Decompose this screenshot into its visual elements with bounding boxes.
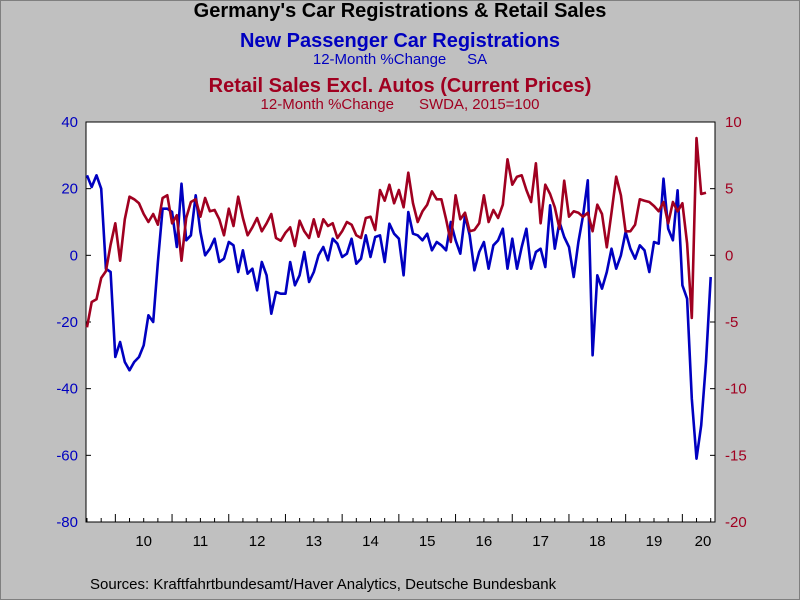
y-right-tick-label: -10 [725,381,747,398]
y-right-tick-label: 10 [725,114,742,131]
series2-note: 12-Month %Change SWDA, 2015=100 [260,96,540,113]
x-tick-label: 11 [193,533,209,550]
x-tick-label: 18 [589,533,606,550]
source-note: Sources: Kraftfahrtbundesamt/Haver Analy… [90,576,557,593]
y-right-tick-label: 5 [725,181,733,198]
y-left-tick-label: -80 [56,514,78,531]
chart-title: Germany's Car Registrations & Retail Sal… [193,0,607,22]
y-left-tick-label: -60 [56,447,78,464]
y-left-tick-label: -20 [56,314,78,331]
x-tick-label: 13 [305,533,322,550]
y-right-tick-label: -20 [725,514,747,531]
plot-area [85,121,716,523]
x-tick-label: 10 [135,533,152,550]
x-tick-label: 14 [362,533,379,550]
y-left-tick-label: 40 [61,114,78,131]
y-right-tick-label: 0 [725,247,733,264]
y-right-tick-label: -15 [725,447,747,464]
x-tick-label: 19 [646,533,663,550]
series1-note: 12-Month %Change SA [312,51,488,68]
series1-title: New Passenger Car Registrations [239,30,561,52]
y-left-tick-label: -40 [56,381,78,398]
y-right-tick-label: -5 [725,314,738,331]
series2-title: Retail Sales Excl. Autos (Current Prices… [208,75,592,97]
y-left-tick-label: 0 [70,247,78,264]
series-line-retail-sales [85,136,707,328]
series-lines [85,136,712,461]
x-tick-label: 15 [419,533,436,550]
x-tick-label: 17 [532,533,549,550]
x-tick-label: 12 [249,533,266,550]
series-line-car-registrations [85,174,712,461]
x-tick-label: 16 [476,533,493,550]
y-left-tick-label: 20 [61,181,78,198]
x-tick-label: 20 [695,533,712,550]
axis-labels: 40 20 0 -20 -40 -60 -80 10 5 0 -5 -10 -15 -20 10 11 12 13… [56,114,746,550]
